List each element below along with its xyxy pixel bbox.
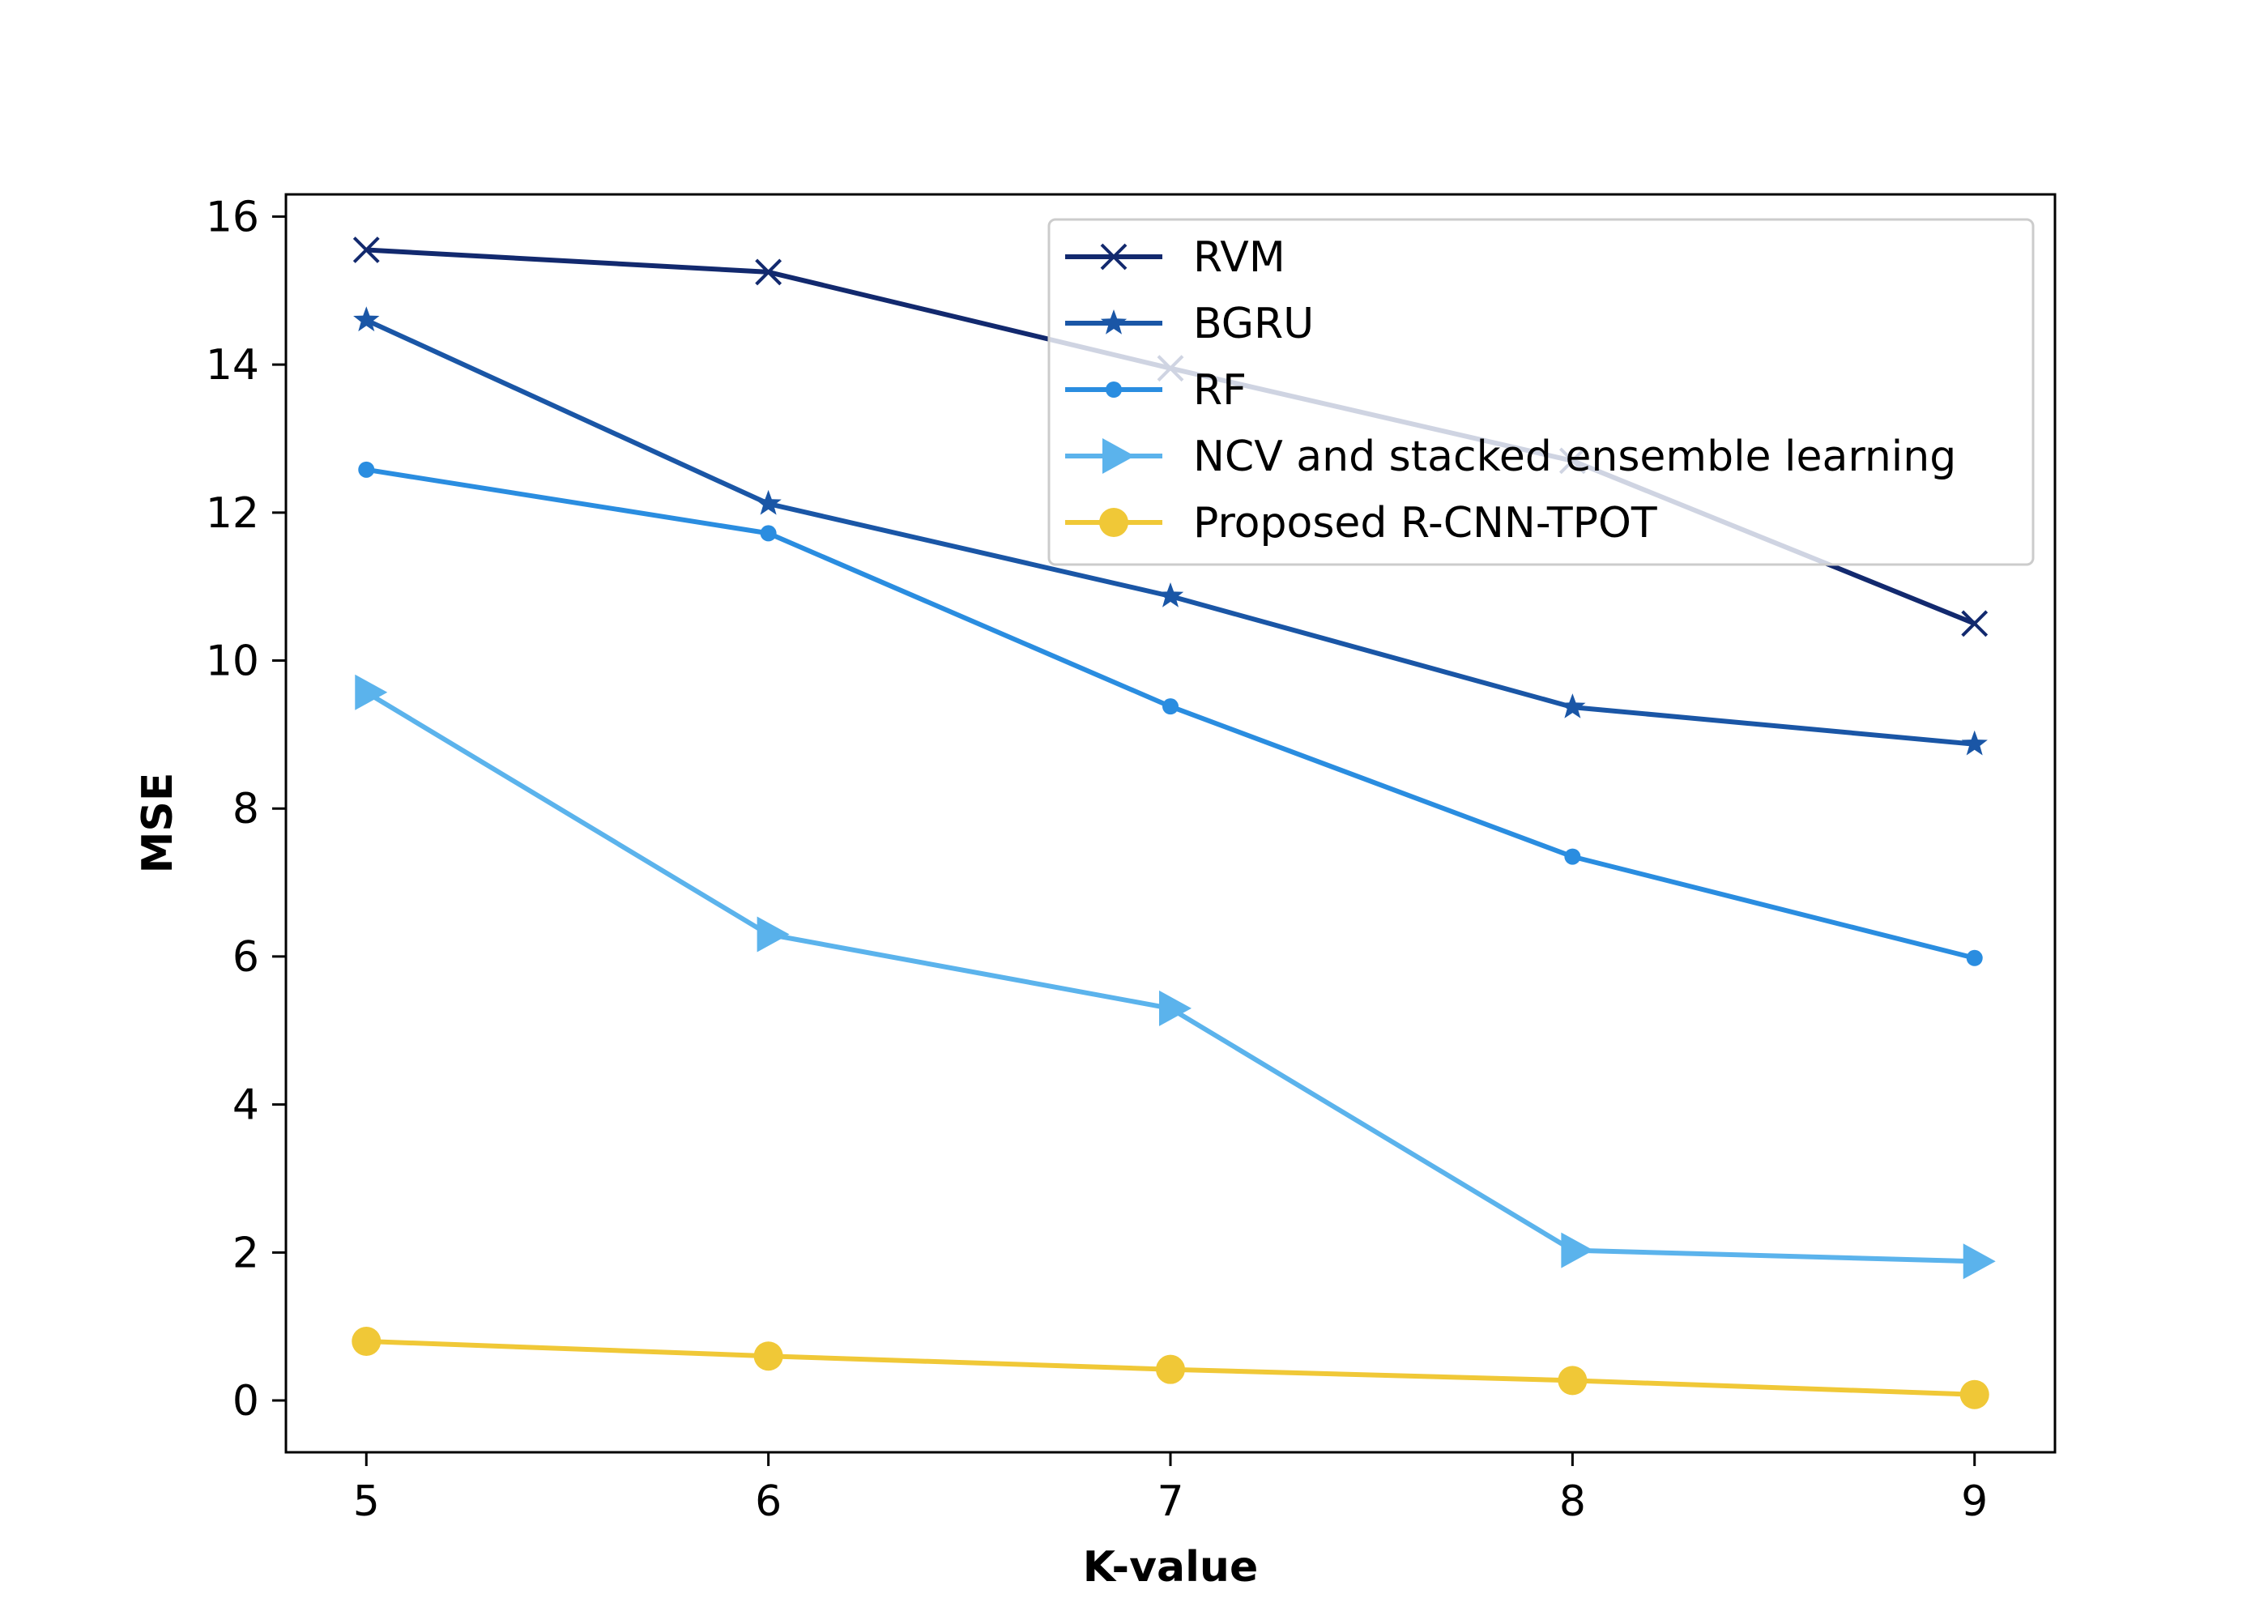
legend-item-ncv-and-stacked-ensemble-learning: NCV and stacked ensemble learning — [1065, 433, 1956, 481]
legend-label: Proposed R-CNN-TPOT — [1193, 499, 1657, 548]
x-tick-label: 8 — [1559, 1477, 1586, 1526]
series-bgru — [353, 306, 1988, 756]
data-point-bgru — [1961, 730, 1988, 756]
data-point-rvm — [352, 237, 380, 263]
data-point-bgru — [1157, 582, 1184, 607]
legend-marker — [1099, 508, 1128, 537]
data-point-rf — [1162, 698, 1179, 715]
data-point-proposed-r-cnn-tpot — [753, 1341, 783, 1371]
data-point-ncv-and-stacked-ensemble-learning — [355, 674, 388, 710]
x-axis: 5 6 7 8 9 — [353, 1452, 1988, 1526]
series-rf — [358, 461, 1983, 966]
y-axis: 0 2 4 6 8 10 12 14 16 — [206, 193, 286, 1426]
x-tick-label: 5 — [353, 1477, 380, 1526]
y-tick-label: 10 — [206, 637, 259, 686]
legend-item-rvm: RVM — [1065, 233, 1285, 282]
data-point-ncv-and-stacked-ensemble-learning — [1963, 1243, 1996, 1280]
data-point-proposed-r-cnn-tpot — [352, 1326, 382, 1356]
legend-marker — [1106, 381, 1122, 398]
legend-item-proposed-r-cnn-tpot: Proposed R-CNN-TPOT — [1065, 499, 1657, 548]
data-point-rf — [1966, 949, 1983, 966]
y-axis-title: MSE — [134, 773, 182, 874]
y-tick-label: 0 — [232, 1377, 259, 1426]
data-point-ncv-and-stacked-ensemble-learning — [1159, 990, 1192, 1026]
data-point-rf — [358, 461, 375, 478]
y-tick-label: 16 — [206, 193, 259, 241]
y-tick-label: 2 — [232, 1229, 259, 1277]
data-point-rf — [1564, 848, 1581, 865]
y-tick-label: 6 — [232, 933, 259, 982]
legend-box — [1047, 218, 2035, 566]
legend-label: BGRU — [1193, 300, 1314, 348]
data-point-rf — [760, 525, 777, 542]
legend: RVM BGRU RF NCV and stacked ensemble learni… — [1047, 218, 2035, 566]
legend-item-bgru: BGRU — [1065, 300, 1314, 348]
data-point-bgru — [353, 306, 380, 332]
x-tick-label: 9 — [1961, 1477, 1988, 1526]
x-tick-label: 6 — [755, 1477, 782, 1526]
data-point-proposed-r-cnn-tpot — [1156, 1354, 1185, 1384]
series-layer — [352, 237, 1996, 1409]
y-tick-label: 4 — [232, 1081, 259, 1130]
legend-marker — [1100, 309, 1128, 335]
legend-label: RVM — [1193, 233, 1285, 282]
y-tick-label: 12 — [206, 489, 259, 538]
data-point-ncv-and-stacked-ensemble-learning — [757, 916, 790, 953]
series-ncv-and-stacked-ensemble-learning — [355, 674, 1996, 1280]
y-tick-label: 14 — [206, 341, 259, 390]
data-point-rvm — [1961, 610, 1989, 637]
legend-marker — [1100, 243, 1128, 271]
legend-item-rf: RF — [1065, 366, 1247, 415]
data-point-proposed-r-cnn-tpot — [1959, 1379, 1989, 1409]
series-proposed-r-cnn-tpot — [352, 1326, 1989, 1409]
data-point-ncv-and-stacked-ensemble-learning — [1561, 1232, 1594, 1268]
data-point-bgru — [1559, 693, 1586, 718]
x-axis-title: K-value — [1083, 1543, 1258, 1592]
x-tick-label: 7 — [1157, 1477, 1183, 1526]
data-point-bgru — [755, 489, 782, 515]
y-tick-label: 8 — [232, 785, 259, 833]
data-point-rvm — [755, 258, 782, 286]
legend-marker — [1102, 438, 1135, 474]
data-point-proposed-r-cnn-tpot — [1558, 1366, 1588, 1396]
legend-label: NCV and stacked ensemble learning — [1193, 433, 1956, 481]
legend-label: RF — [1193, 366, 1247, 415]
